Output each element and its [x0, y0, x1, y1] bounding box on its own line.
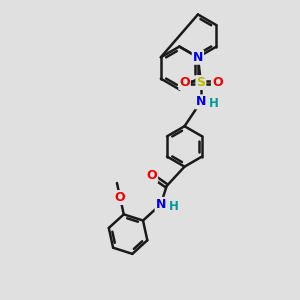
Text: N: N [196, 95, 206, 108]
Text: O: O [115, 191, 125, 204]
Text: H: H [209, 97, 219, 110]
Text: N: N [156, 198, 166, 211]
Text: N: N [193, 51, 203, 64]
Text: H: H [169, 200, 179, 213]
Text: S: S [196, 76, 206, 89]
Text: O: O [212, 76, 223, 89]
Text: O: O [146, 169, 157, 182]
Text: O: O [179, 76, 190, 89]
